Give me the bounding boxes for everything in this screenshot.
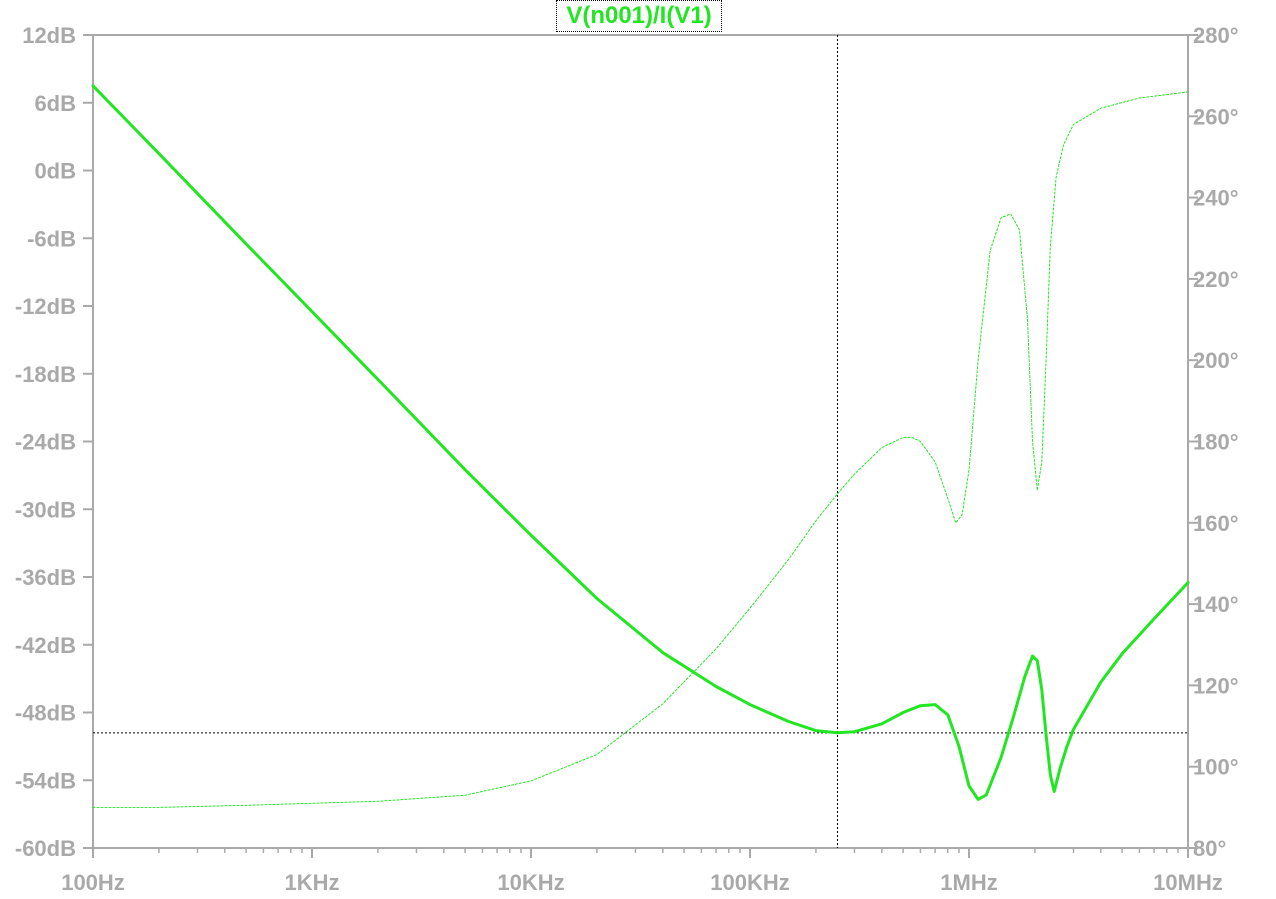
y-right-tick-label: 80° [1193, 836, 1226, 861]
y-right-tick-label: 200° [1193, 348, 1239, 373]
y-right-tick-label: 260° [1193, 104, 1239, 129]
cursor-lines [93, 35, 1188, 848]
y-left-tick-label: -42dB [15, 633, 76, 658]
y-right-tick-label: 240° [1193, 186, 1239, 211]
y-left-tick-label: -54dB [15, 768, 76, 793]
y-left-tick-label: -48dB [15, 701, 76, 726]
x-tick-label: 1MHz [940, 870, 997, 895]
y-left-tick-label: -6dB [27, 226, 76, 251]
chart-title-box: V(n001)/I(V1) [556, 0, 722, 32]
phase-series-line [92, 91, 1189, 808]
y-left-tick-label: -60dB [15, 836, 76, 861]
y-left-tick-labels: 12dB 6dB 0dB -6dB -12dB -18dB -24dB -30dB -36dB -… [15, 23, 76, 861]
tick-marks [83, 34, 1198, 858]
x-tick-label: 10MHz [1153, 870, 1223, 895]
y-right-tick-label: 100° [1193, 755, 1239, 780]
y-left-tick-label: 6dB [34, 91, 76, 116]
y-right-tick-label: 180° [1193, 430, 1239, 455]
y-left-tick-label: -12dB [15, 294, 76, 319]
y-right-tick-labels: 280° 260° 240° 220° 200° 180° 160° 140° 120° 100°… [1193, 23, 1239, 861]
series-layer [91, 84, 1190, 808]
y-left-tick-label: -24dB [15, 430, 76, 455]
y-right-tick-label: 140° [1193, 592, 1239, 617]
x-tick-label: 10KHz [497, 870, 564, 895]
y-left-tick-label: 12dB [22, 23, 76, 48]
y-left-tick-label: -36dB [15, 565, 76, 590]
plot-frame [92, 34, 1189, 849]
y-right-tick-label: 160° [1193, 511, 1239, 536]
magnitude-series-line [91, 84, 1190, 801]
y-left-tick-label: -30dB [15, 497, 76, 522]
y-left-tick-label: -18dB [15, 362, 76, 387]
x-tick-label: 100Hz [61, 870, 125, 895]
y-right-tick-label: 220° [1193, 267, 1239, 292]
x-tick-label: 100KHz [710, 870, 789, 895]
y-right-tick-label: 120° [1193, 673, 1239, 698]
y-left-tick-label: 0dB [34, 159, 76, 184]
x-tick-label: 1KHz [284, 870, 339, 895]
x-tick-labels: 100Hz 1KHz 10KHz 100KHz 1MHz 10MHz [61, 870, 1223, 895]
chart-title: V(n001)/I(V1) [566, 2, 712, 29]
y-right-tick-label: 280° [1193, 23, 1239, 48]
